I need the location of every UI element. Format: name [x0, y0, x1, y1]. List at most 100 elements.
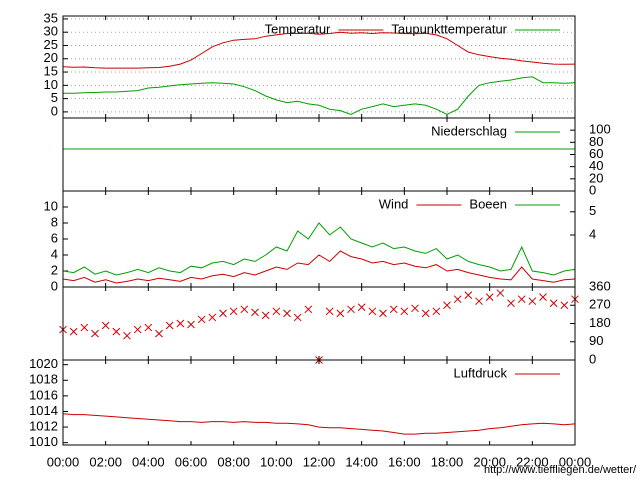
x-tick-label: 04:00 — [132, 454, 165, 469]
y-tick-label: 1018 — [29, 372, 58, 387]
y-tick-label: 5 — [51, 90, 58, 105]
direction-point — [133, 325, 142, 334]
direction-point — [464, 291, 473, 299]
x-tick-label: 14:00 — [345, 454, 378, 469]
x-tick-label: 10:00 — [260, 454, 293, 469]
direction-point — [400, 307, 409, 316]
direction-point — [293, 313, 302, 322]
y-tick-label: 10 — [44, 77, 58, 92]
series-line — [62, 250, 576, 284]
direction-point — [304, 305, 313, 314]
direction-point — [197, 315, 206, 324]
legend-label: Temperatur — [265, 21, 331, 36]
direction-point — [240, 305, 249, 314]
legend-label: Taupunkttemperatur — [391, 21, 507, 36]
direction-point — [389, 305, 398, 314]
y-tick-label: 1010 — [29, 434, 58, 449]
direction-point — [208, 313, 217, 322]
legend-label: Luftdruck — [454, 365, 508, 380]
direction-point — [229, 307, 238, 316]
x-tick-label: 02:00 — [89, 454, 122, 469]
direction-point — [357, 303, 366, 312]
direction-point — [219, 309, 227, 318]
series-line — [62, 31, 576, 69]
x-tick-label: 08:00 — [217, 454, 250, 469]
legend-label: Boeen — [469, 196, 507, 211]
direction-point — [261, 311, 270, 320]
y-tick-label: 15 — [44, 63, 58, 78]
y2-tick-label: 270 — [589, 297, 611, 312]
direction-point — [432, 307, 441, 316]
direction-point — [496, 289, 505, 297]
y2-tick-label: 360 — [589, 278, 611, 293]
direction-point — [123, 331, 131, 340]
direction-point — [528, 297, 537, 306]
direction-point — [80, 323, 89, 332]
direction-point — [560, 301, 569, 310]
x-tick-label: 12:00 — [303, 454, 336, 469]
y-tick-label: 20 — [44, 50, 58, 65]
y-tick-label: 35 — [44, 10, 58, 25]
y2-tick-label: 4 — [589, 226, 596, 241]
direction-point — [507, 299, 515, 308]
y-tick-label: 0 — [51, 278, 58, 293]
direction-point — [475, 297, 483, 306]
y2-tick-label: 20 — [589, 170, 603, 185]
direction-point — [144, 323, 153, 332]
series-line — [62, 413, 576, 435]
direction-point — [453, 295, 462, 304]
y-tick-label: 6 — [51, 230, 58, 245]
y2-tick-label: 0 — [589, 182, 596, 197]
direction-point — [421, 309, 430, 318]
direction-point — [272, 307, 281, 316]
y-tick-label: 25 — [44, 37, 58, 52]
x-tick-label: 06:00 — [175, 454, 208, 469]
direction-point — [112, 327, 121, 336]
footer-url: http://www.tieffliegen.de/wetter/ — [484, 464, 637, 476]
direction-point — [165, 321, 174, 330]
direction-point — [336, 309, 345, 318]
x-tick-label: 00:00 — [47, 454, 80, 469]
x-tick-label: 20:00 — [473, 454, 506, 469]
direction-point — [187, 320, 195, 329]
y-tick-label: 1016 — [29, 387, 58, 402]
direction-point — [411, 304, 419, 313]
y-tick-label: 4 — [51, 246, 58, 261]
series-line — [63, 76, 576, 116]
direction-point — [251, 308, 259, 317]
x-tick-label: 00:00 — [559, 454, 592, 469]
direction-point — [539, 293, 547, 301]
direction-point — [549, 299, 558, 308]
y2-tick-label: 0 — [589, 351, 596, 366]
y2-tick-label: 100 — [589, 122, 611, 137]
x-tick-label: 16:00 — [388, 454, 421, 469]
legend-label: Niederschlag — [431, 123, 507, 138]
direction-point — [443, 301, 451, 310]
direction-point — [91, 329, 99, 338]
y-tick-label: 1014 — [29, 403, 58, 418]
y-tick-label: 1012 — [29, 419, 58, 434]
direction-point — [283, 309, 291, 318]
panel-frame — [62, 359, 576, 446]
direction-point — [101, 321, 110, 330]
panel-frame — [62, 286, 576, 361]
y2-tick-label: 60 — [589, 146, 603, 161]
direction-point — [368, 307, 377, 316]
y2-tick-label: 80 — [589, 134, 603, 149]
direction-point — [69, 327, 78, 336]
x-tick-label: 22:00 — [516, 454, 549, 469]
y2-tick-label: 5 — [589, 203, 596, 218]
y-tick-label: 8 — [51, 214, 58, 229]
y-tick-label: 30 — [44, 24, 58, 39]
direction-point — [379, 309, 387, 318]
y-tick-label: 1020 — [29, 356, 58, 371]
series-line — [62, 222, 576, 276]
y-tick-label: 10 — [44, 198, 58, 213]
direction-point — [155, 329, 163, 338]
direction-point — [517, 295, 526, 304]
y-tick-label: 0 — [51, 103, 58, 118]
legend-label: Wind — [379, 196, 409, 211]
direction-point — [347, 305, 355, 314]
x-tick-label: 18:00 — [431, 454, 464, 469]
